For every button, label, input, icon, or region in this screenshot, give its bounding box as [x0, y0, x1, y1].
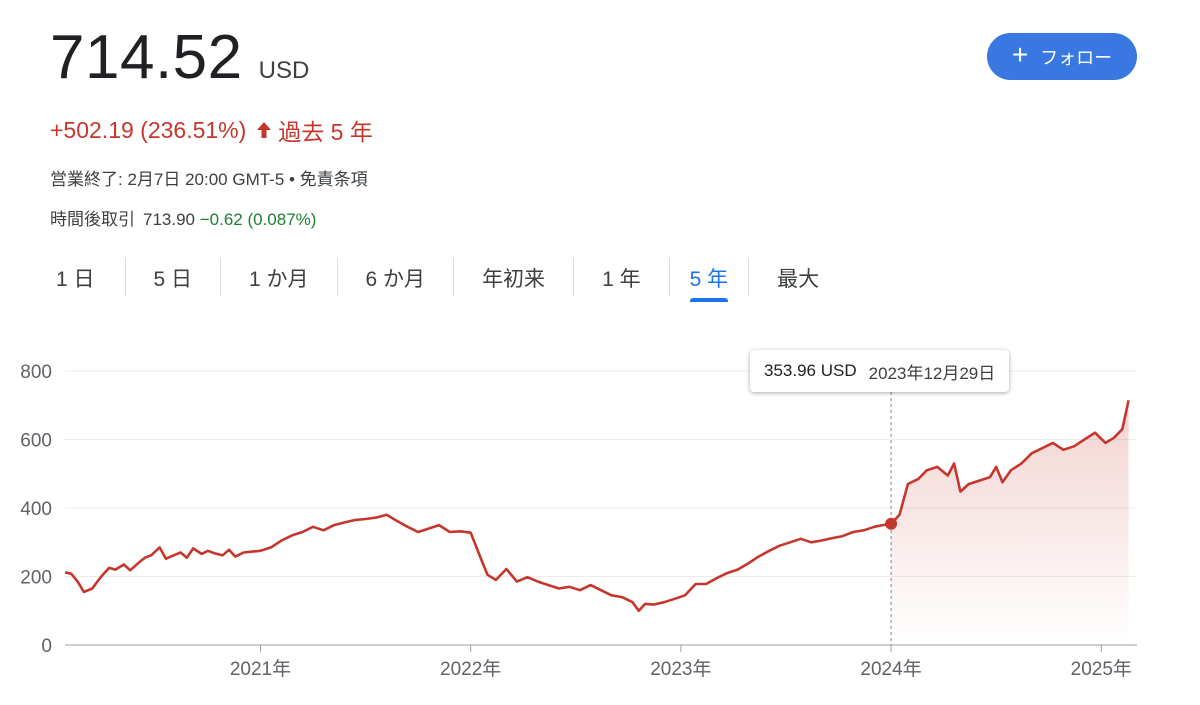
range-tabs: 1 日 5 日 1 か月 6 か月 年初来 1 年 5 年 最大: [40, 258, 847, 302]
highlight-area: [891, 400, 1129, 645]
x-tick-label: 2021年: [230, 658, 291, 680]
after-hours-change: −0.62 (0.087%): [199, 210, 317, 229]
price-chart[interactable]: 0 200 400 600 800 2021年 2022年 2023年 2024年 2025年: [0, 330, 1200, 705]
tab-max[interactable]: 最大: [749, 258, 847, 298]
x-tick-label: 2024年: [860, 658, 921, 680]
tab-label: 1 か月: [249, 268, 309, 291]
currency-label: USD: [258, 57, 310, 84]
tab-divider: [336, 258, 338, 296]
tab-divider: [668, 258, 670, 296]
price-row: 714.52 USD: [50, 22, 309, 93]
arrow-up-icon: [256, 121, 272, 139]
tab-1-day[interactable]: 1 日: [40, 258, 125, 298]
x-tick-label: 2022年: [440, 658, 501, 680]
tab-label: 5 年: [689, 268, 729, 291]
tooltip-date: 2023年12月29日: [868, 363, 996, 383]
hover-tooltip: 353.96 USD 2023年12月29日: [750, 350, 1010, 392]
tab-ytd[interactable]: 年初来: [454, 258, 573, 298]
follow-label: フォロー: [1040, 47, 1113, 68]
price-line: [64, 400, 1130, 613]
change-period: 過去 5 年: [278, 119, 373, 145]
tab-label: 1 年: [602, 268, 641, 291]
y-tick-label: 600: [20, 431, 52, 452]
after-hours-price: 713.90: [143, 210, 195, 229]
tab-6-months[interactable]: 6 か月: [338, 258, 454, 298]
tab-divider: [220, 258, 222, 296]
hover-marker: [885, 517, 898, 530]
tooltip-value: 353.96 USD: [764, 361, 857, 380]
y-tick-label: 400: [20, 499, 52, 520]
tab-divider: [453, 258, 455, 296]
tab-label: 6 か月: [365, 268, 426, 291]
tab-5-days[interactable]: 5 日: [126, 258, 221, 298]
x-tick-label: 2023年: [650, 658, 711, 680]
y-tick-label: 200: [20, 568, 52, 589]
y-tick-label: 0: [41, 636, 52, 657]
after-hours-row: 時間後取引 713.90 −0.62 (0.087%): [50, 205, 316, 230]
x-tick-label: 2025年: [1071, 658, 1132, 680]
after-hours-label: 時間後取引: [50, 210, 135, 229]
follow-button[interactable]: + フォロー: [987, 33, 1137, 80]
current-price: 714.52: [50, 23, 243, 92]
tab-label: 5 日: [153, 268, 193, 291]
tab-label: 1 日: [56, 268, 95, 291]
market-status: 営業終了: 2月7日 20:00 GMT-5 • 免責条項: [50, 170, 368, 189]
tab-divider: [124, 258, 126, 296]
tab-1-month[interactable]: 1 か月: [221, 258, 337, 298]
plus-icon: +: [1011, 39, 1029, 70]
tab-label: 年初来: [482, 268, 546, 291]
tab-divider: [748, 258, 750, 296]
tab-1-year[interactable]: 1 年: [574, 258, 669, 298]
y-tick-label: 800: [20, 362, 52, 383]
tab-divider: [573, 258, 575, 296]
tab-label: 最大: [777, 268, 820, 291]
price-change-row: +502.19 (236.51%) 過去 5 年: [50, 113, 373, 147]
tab-5-years[interactable]: 5 年: [689, 258, 729, 302]
price-change: +502.19 (236.51%): [50, 116, 247, 143]
